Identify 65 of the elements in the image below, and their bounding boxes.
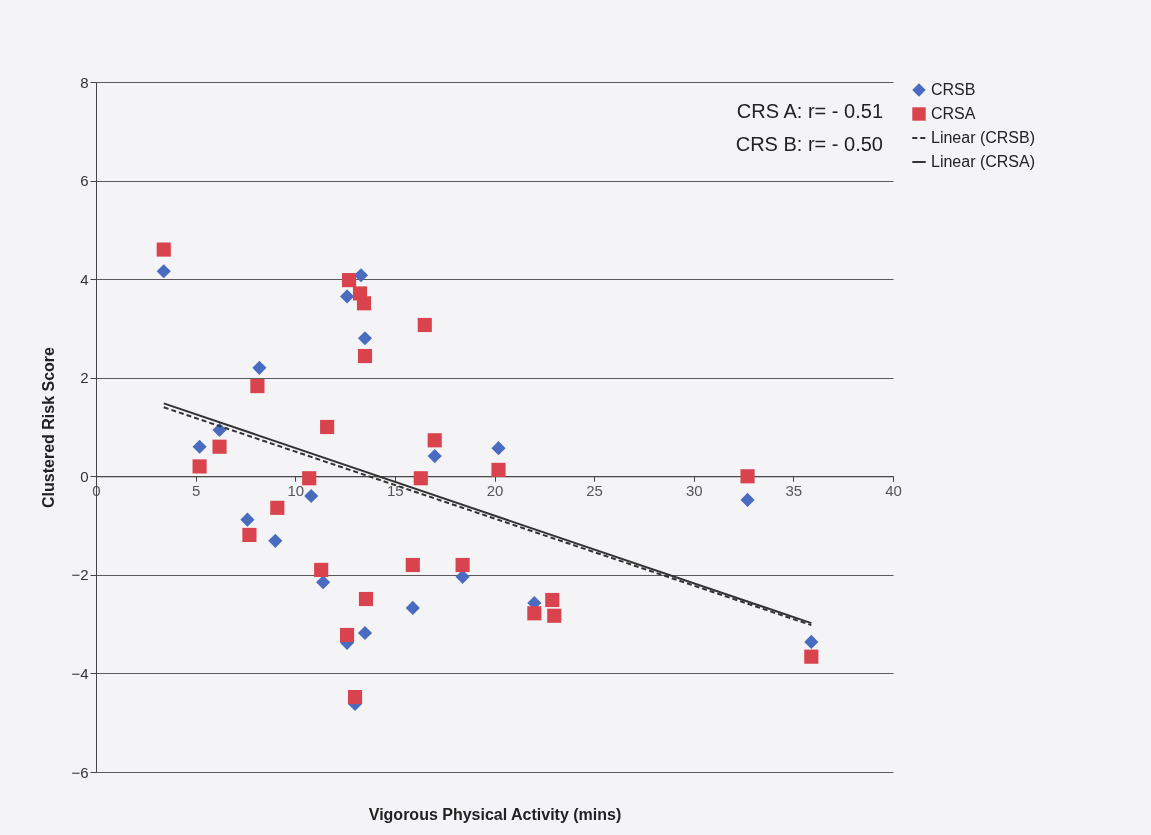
x-tick-label: 30 — [685, 481, 703, 499]
x-tick-label: 5 — [191, 481, 201, 499]
x-tick-label: 20 — [486, 481, 504, 499]
point — [545, 592, 560, 608]
point — [347, 690, 363, 705]
point — [413, 471, 428, 486]
point — [320, 419, 335, 435]
legend-label: Linear (CRSA) — [931, 153, 1036, 170]
point — [740, 469, 755, 484]
point — [405, 600, 420, 615]
point — [212, 439, 227, 454]
point — [427, 433, 442, 448]
point — [417, 317, 432, 333]
point — [405, 557, 420, 573]
point — [242, 527, 257, 543]
x-tick-label: 25 — [586, 481, 603, 499]
x-tick-label: 40 — [885, 481, 902, 499]
point — [339, 627, 355, 643]
point — [304, 488, 319, 504]
point — [250, 379, 265, 394]
y-tick-label: −2 — [71, 566, 89, 584]
point — [491, 441, 506, 456]
y-tick-label: 2 — [80, 369, 89, 387]
point — [268, 533, 283, 548]
x-tick-label: 10 — [287, 481, 305, 499]
point — [740, 492, 755, 508]
point — [240, 512, 255, 527]
point — [252, 360, 267, 375]
point — [357, 331, 373, 346]
point — [156, 264, 171, 279]
point — [547, 608, 562, 623]
x-tick-label: 15 — [387, 481, 404, 499]
point — [357, 625, 373, 641]
annotation: CRS A: r= - 0.51 — [736, 100, 883, 122]
x-tick-label: 35 — [785, 481, 803, 499]
legend-label: CRSB — [931, 81, 976, 98]
y-tick-label: 4 — [80, 270, 89, 288]
point — [314, 562, 329, 577]
point — [156, 242, 171, 257]
y-axis-title: Clustered Risk Score — [40, 346, 58, 508]
point — [491, 462, 506, 477]
point — [316, 575, 331, 590]
point — [270, 500, 285, 515]
point — [341, 273, 357, 288]
point — [192, 459, 207, 474]
point — [455, 557, 470, 573]
y-tick-label: 6 — [80, 172, 89, 190]
point — [356, 296, 372, 311]
point — [804, 634, 819, 649]
y-tick-label: 0 — [80, 467, 89, 485]
y-tick-label: 8 — [80, 73, 89, 91]
point — [357, 348, 373, 364]
y-tick-label: −6 — [71, 763, 89, 781]
point — [339, 289, 355, 304]
y-tick-label: −4 — [71, 664, 89, 682]
point — [192, 439, 207, 454]
point — [427, 449, 442, 464]
point — [527, 606, 542, 621]
annotation: CRS B: r= - 0.50 — [735, 133, 883, 155]
legend-label: Linear (CRSB) — [931, 129, 1036, 146]
point — [302, 471, 317, 486]
x-axis-title: Vigorous Physical Activity (mins) — [368, 805, 622, 823]
legend-label: CRSA — [931, 105, 976, 122]
point — [358, 591, 374, 607]
point — [804, 649, 819, 664]
